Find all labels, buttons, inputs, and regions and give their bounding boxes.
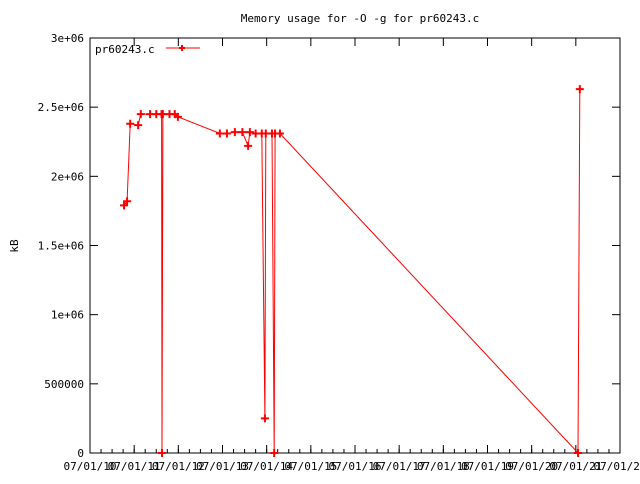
y-axis-label: kB — [8, 239, 21, 253]
x-tick-label: 07/01/12 — [152, 460, 205, 473]
x-tick-label: 07/01/16 — [329, 460, 382, 473]
legend-marker — [179, 45, 185, 51]
data-point — [245, 128, 254, 137]
y-tick-label: 1.5e+06 — [38, 240, 84, 253]
data-point — [260, 414, 269, 423]
x-tick-label: 07/01/15 — [284, 460, 337, 473]
data-point — [275, 129, 284, 138]
x-tick-label: 07/01/21 — [549, 460, 602, 473]
data-point — [157, 449, 166, 457]
legend-label: pr60243.c — [95, 43, 155, 56]
x-tick-label: 07/01/17 — [373, 460, 426, 473]
data-point — [230, 128, 239, 137]
data-point — [222, 129, 231, 138]
data-point — [575, 85, 584, 94]
data-point — [574, 449, 583, 457]
x-tick-label: 07/01/22 — [594, 460, 640, 473]
data-point — [238, 128, 247, 137]
y-tick-label: 2e+06 — [51, 170, 84, 183]
series-line — [123, 89, 581, 455]
x-tick-label: 07/01/10 — [64, 460, 117, 473]
data-point — [270, 449, 279, 457]
y-tick-label: 3e+06 — [51, 32, 84, 45]
x-tick-label: 07/01/14 — [240, 460, 293, 473]
chart-title: Memory usage for -O -g for pr60243.c — [241, 12, 479, 25]
x-tick-label: 07/01/19 — [461, 460, 514, 473]
data-point — [126, 119, 135, 128]
data-point — [215, 129, 224, 138]
legend: pr60243.c — [95, 43, 200, 56]
x-tick-label: 07/01/11 — [108, 460, 161, 473]
data-point — [120, 201, 129, 210]
data-point — [134, 121, 143, 130]
y-tick-label: 500000 — [44, 378, 84, 391]
y-tick-label: 2.5e+06 — [38, 101, 84, 114]
x-tick-label: 07/01/18 — [417, 460, 470, 473]
data-point — [136, 110, 145, 119]
data-point — [173, 112, 182, 121]
x-tick-label: 07/01/20 — [505, 460, 558, 473]
plot-border — [89, 37, 621, 454]
x-tick-label: 07/01/13 — [196, 460, 249, 473]
data-point — [244, 141, 253, 150]
y-tick-label: 1e+06 — [51, 309, 84, 322]
y-tick-label: 0 — [77, 447, 84, 460]
data-point — [123, 197, 132, 206]
